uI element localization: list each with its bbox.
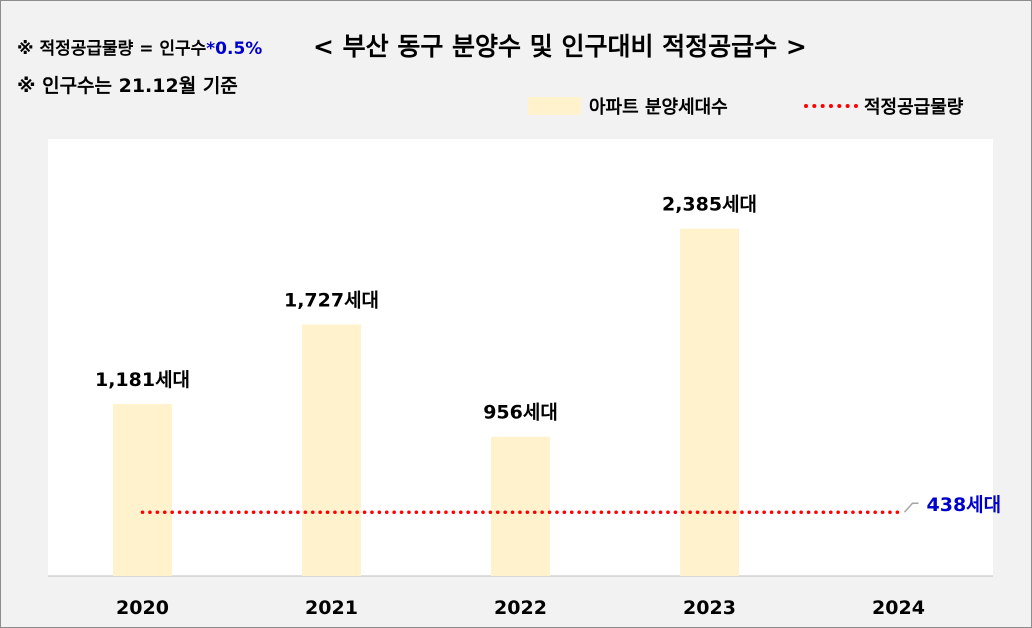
data-label-2022: 956세대 [483, 402, 558, 424]
chart-title: < 부산 동구 분양수 및 인구대비 적정공급수 > [313, 32, 807, 61]
legend-bar-swatch [528, 97, 581, 115]
formula-note-multiplier: *0.5% [206, 39, 263, 59]
bar-2020 [113, 403, 172, 576]
reference-leader-line [903, 502, 919, 513]
formula-note: ※ 적정공급물량 = 인구수*0.5% [17, 34, 262, 59]
x-tick-label-2021: 2021 [305, 597, 358, 619]
bar-2022 [491, 436, 550, 576]
x-tick-label-2024: 2024 [872, 597, 925, 619]
x-tick-label-2023: 2023 [683, 597, 736, 619]
data-label-2023: 2,385세대 [662, 194, 757, 216]
data-label-2020: 1,181세대 [95, 369, 190, 391]
formula-note-prefix: ※ 적정공급물량 = 인구수 [17, 39, 207, 59]
bar-2023 [680, 228, 739, 576]
population-note: ※ 인구수는 21.12월 기준 [17, 75, 238, 97]
x-tick-label-2020: 2020 [116, 597, 169, 619]
data-label-2021: 1,727세대 [284, 289, 379, 311]
legend-item-reference: 적정공급물량 [804, 93, 963, 119]
x-tick-label-2022: 2022 [494, 597, 547, 619]
reference-label: 438세대 [927, 494, 1002, 516]
legend-dotted-swatch [804, 104, 858, 108]
legend-reference-label: 적정공급물량 [864, 97, 964, 118]
legend-item-bars: 아파트 분양세대수 [528, 93, 728, 119]
bar-2021 [302, 324, 361, 576]
legend-bar-label: 아파트 분양세대수 [589, 97, 728, 118]
